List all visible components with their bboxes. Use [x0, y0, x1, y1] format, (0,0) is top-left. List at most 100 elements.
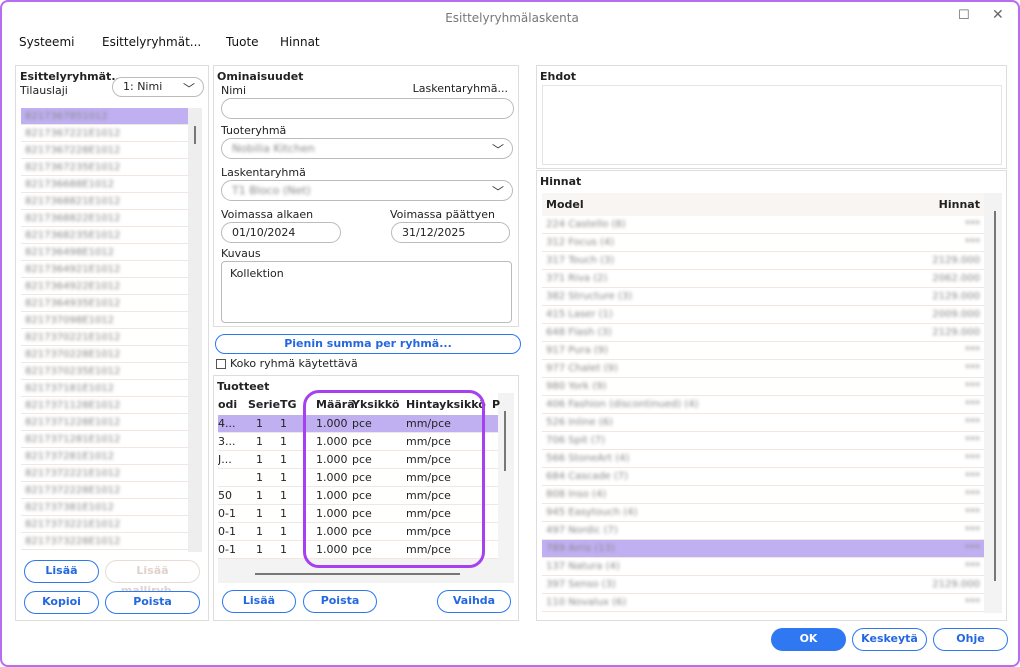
table-row[interactable]: 224 Castello (8) *** — [542, 216, 984, 234]
calc-group-select[interactable]: T1 Bloco (Net) ﹀ — [221, 180, 513, 201]
list-item[interactable]: 8217370235E1012 — [21, 363, 188, 380]
list-item[interactable]: 8217373221E1012 — [21, 516, 188, 533]
list-item[interactable]: 8217368822E1012 — [21, 210, 188, 227]
menu-tuote[interactable]: Tuote — [226, 35, 259, 49]
whole-group-checkbox[interactable] — [216, 359, 226, 369]
cell: pce — [352, 543, 372, 556]
table-row[interactable]: 0-1 1 1 1.000 pce mm/pce — [218, 523, 498, 541]
col-6[interactable]: P — [492, 398, 501, 411]
col-5[interactable]: Hintayksikkö — [406, 398, 486, 411]
menu-hinnat[interactable]: Hinnat — [280, 35, 320, 49]
list-item[interactable]: 8217367221E1012 — [21, 125, 188, 142]
products-vscroll[interactable] — [504, 411, 506, 471]
add-group-button[interactable]: Lisää — [24, 560, 99, 583]
list-item-label: 8217367235E1012 — [25, 162, 121, 173]
table-row[interactable]: 406 Fashion (discontinued) (4) *** — [542, 396, 984, 414]
list-item[interactable]: 8217367851012 — [21, 108, 188, 125]
table-row[interactable]: J... 1 1 1.000 pce mm/pce — [218, 451, 498, 469]
list-item[interactable]: 8217368235E1012 — [21, 227, 188, 244]
table-row[interactable]: 497 Nordic (7) *** — [542, 522, 984, 540]
min-sum-button[interactable]: Pienin summa per ryhmä... — [215, 334, 521, 354]
table-row[interactable]: 706 Spit (7) *** — [542, 432, 984, 450]
help-button[interactable]: Ohje — [933, 628, 1008, 651]
conditions-box[interactable] — [542, 85, 1002, 165]
valid-to-input[interactable]: 31/12/2025 — [391, 222, 510, 243]
list-item[interactable]: 821736498E1012 — [21, 244, 188, 261]
table-row[interactable]: 137 Natura (4) *** — [542, 558, 984, 576]
list-item[interactable]: 821737281E1012 — [21, 448, 188, 465]
table-row[interactable]: 648 Flash (3) 2129.000 — [542, 324, 984, 342]
list-item[interactable]: 821736688E1012 — [21, 176, 188, 193]
list-item[interactable]: 8217370221E1012 — [21, 329, 188, 346]
prices-vscroll[interactable] — [994, 211, 996, 581]
table-row[interactable]: 684 Cascade (7) *** — [542, 468, 984, 486]
list-item[interactable]: 821737181E1012 — [21, 380, 188, 397]
list-item[interactable]: 8217370228E1012 — [21, 346, 188, 363]
groups-list[interactable]: 8217367851012 8217367221E1012 8217367228E1… — [21, 108, 188, 552]
table-row[interactable]: 789 Arris (13) *** — [542, 540, 984, 558]
add-product-button[interactable]: Lisää — [222, 590, 296, 613]
table-row[interactable]: 3... 1 1 1.000 pce mm/pce — [218, 433, 498, 451]
table-row[interactable]: 397 Senso (3) 2129.000 — [542, 576, 984, 594]
change-product-button[interactable]: Vaihda — [437, 590, 511, 613]
description-textarea[interactable]: Kollektion — [221, 261, 512, 323]
list-item[interactable]: 8217367235E1012 — [21, 159, 188, 176]
calc-group-link[interactable]: Laskentaryhmä... — [412, 82, 508, 95]
table-row[interactable]: 0-1 1 1 1.000 pce mm/pce — [218, 541, 498, 559]
table-row[interactable]: 945 Easytouch (4) *** — [542, 504, 984, 522]
table-row[interactable]: 980 York (9) *** — [542, 378, 984, 396]
ok-button[interactable]: OK — [771, 628, 846, 651]
model-cell: 137 Natura (4) — [546, 561, 620, 572]
products-table[interactable]: odi Serie TG Määrä Yksikkö Hintayksikkö P 4...… — [218, 393, 514, 583]
list-item[interactable]: 8217373228E1012 — [21, 533, 188, 550]
delete-group-button[interactable]: Poista — [105, 591, 200, 614]
col-1[interactable]: Serie — [248, 398, 281, 411]
table-row[interactable]: 50 1 1 1.000 pce mm/pce — [218, 487, 498, 505]
col-3[interactable]: Määrä — [316, 398, 355, 411]
copy-button[interactable]: Kopioi — [24, 591, 99, 614]
table-row[interactable]: 415 Laser (1) 2009.000 — [542, 306, 984, 324]
col-0[interactable]: odi — [218, 398, 238, 411]
list-item[interactable]: 8217372221E1012 — [21, 465, 188, 482]
list-item[interactable]: 8217364921E1012 — [21, 261, 188, 278]
close-icon[interactable]: ✕ — [992, 7, 1004, 23]
table-row[interactable]: 312 Focus (4) *** — [542, 234, 984, 252]
table-row[interactable]: 4... 1 1 1.000 pce mm/pce — [218, 415, 498, 433]
table-row[interactable]: 526 Inline (6) *** — [542, 414, 984, 432]
delete-product-button[interactable]: Poista — [303, 590, 377, 613]
table-row[interactable]: 808 Inso (4) *** — [542, 486, 984, 504]
list-item[interactable]: 8217364922E1012 — [21, 278, 188, 295]
table-row[interactable]: 382 Structure (3) 2129.000 — [542, 288, 984, 306]
list-item[interactable]: 821737098E1012 — [21, 312, 188, 329]
sort-select[interactable]: 1: Nimi ﹀ — [112, 77, 204, 97]
table-row[interactable]: 917 Pura (9) *** — [542, 342, 984, 360]
menu-systeemi[interactable]: Systeemi — [19, 35, 75, 49]
list-item[interactable]: 8217371228E1012 — [21, 414, 188, 431]
product-group-select[interactable]: Nobilia Kitchen ﹀ — [221, 138, 513, 159]
table-row[interactable]: 110 Novalux (6) *** — [542, 594, 984, 612]
prices-table[interactable]: Model Hinnat 224 Castello (8) *** 312 Focu… — [542, 193, 1002, 613]
list-item[interactable]: 8217371281E1012 — [21, 431, 188, 448]
name-input[interactable] — [221, 98, 514, 119]
col-2[interactable]: TG — [280, 398, 297, 411]
menu-esittelyryhmat[interactable]: Esittelyryhmät... — [102, 35, 202, 49]
table-row[interactable]: 566 StoneArt (4) *** — [542, 450, 984, 468]
list-item[interactable]: 8217368821E1012 — [21, 193, 188, 210]
col-4[interactable]: Yksikkö — [352, 398, 400, 411]
products-hscroll[interactable] — [255, 573, 460, 575]
list-item[interactable]: 8217364935E1012 — [21, 295, 188, 312]
cancel-button[interactable]: Keskeytä — [852, 628, 927, 651]
list-item[interactable]: 8217372228E1012 — [21, 482, 188, 499]
groups-scrollbar[interactable] — [188, 108, 202, 552]
table-row[interactable]: 317 Touch (3) 2129.000 — [542, 252, 984, 270]
valid-from-input[interactable]: 01/10/2024 — [221, 222, 341, 243]
table-row[interactable]: 371 Riva (2) 2062.000 — [542, 270, 984, 288]
maximize-icon[interactable]: ☐ — [958, 8, 970, 23]
table-row[interactable]: 0-1 1 1 1.000 pce mm/pce — [218, 505, 498, 523]
table-row[interactable]: 1 1 1.000 pce mm/pce — [218, 469, 498, 487]
cell: 1.000 — [316, 471, 348, 484]
list-item[interactable]: 8217367228E1012 — [21, 142, 188, 159]
list-item[interactable]: 8217371128E1012 — [21, 397, 188, 414]
list-item[interactable]: 821737381E1012 — [21, 499, 188, 516]
table-row[interactable]: 977 Chalet (9) *** — [542, 360, 984, 378]
